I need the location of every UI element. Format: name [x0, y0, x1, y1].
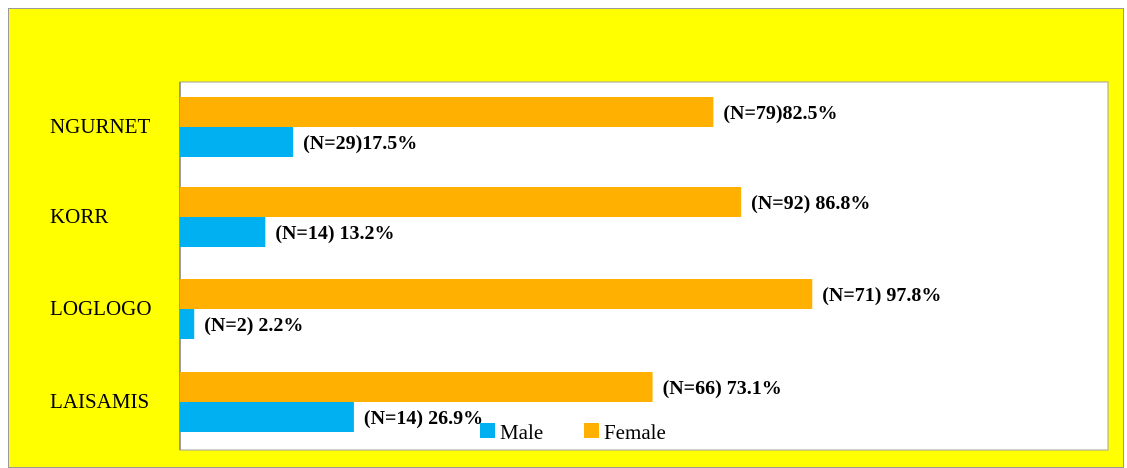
- category-label: LAISAMIS: [50, 389, 149, 413]
- legend-label-male: Male: [500, 420, 543, 444]
- bar-male: [180, 402, 354, 432]
- data-label-male: (N=29)17.5%: [303, 132, 417, 154]
- category-label: LOGLOGO: [50, 296, 151, 320]
- bar-female: [180, 187, 742, 217]
- legend-label-female: Female: [604, 420, 666, 444]
- data-label-male: (N=14) 13.2%: [275, 222, 394, 244]
- bar-female: [180, 372, 653, 402]
- bar-male: [180, 309, 195, 339]
- data-label-female: (N=79)82.5%: [723, 102, 837, 124]
- data-label-male: (N=2) 2.2%: [204, 314, 303, 336]
- legend: Male Female: [480, 420, 666, 444]
- data-label-female: (N=71) 97.8%: [822, 284, 941, 306]
- data-label-female: (N=66) 73.1%: [663, 377, 782, 399]
- category-label: KORR: [50, 204, 108, 228]
- data-label-female: (N=92) 86.8%: [751, 192, 870, 214]
- legend-swatch-male: [480, 423, 495, 438]
- category-label: NGURNET: [50, 114, 150, 138]
- legend-swatch-female: [584, 423, 599, 438]
- bar-male: [180, 127, 294, 157]
- bar-male: [180, 217, 266, 247]
- data-labels: (N=79)82.5% (N=29)17.5% (N=92) 86.8% (N=14)…: [204, 102, 941, 429]
- bar-female: [180, 97, 714, 127]
- bar-female: [180, 279, 813, 309]
- data-label-male: (N=14) 26.9%: [364, 407, 483, 429]
- bars-group: [180, 97, 813, 432]
- category-labels: NGURNET KORR LOGLOGO LAISAMIS: [50, 114, 151, 413]
